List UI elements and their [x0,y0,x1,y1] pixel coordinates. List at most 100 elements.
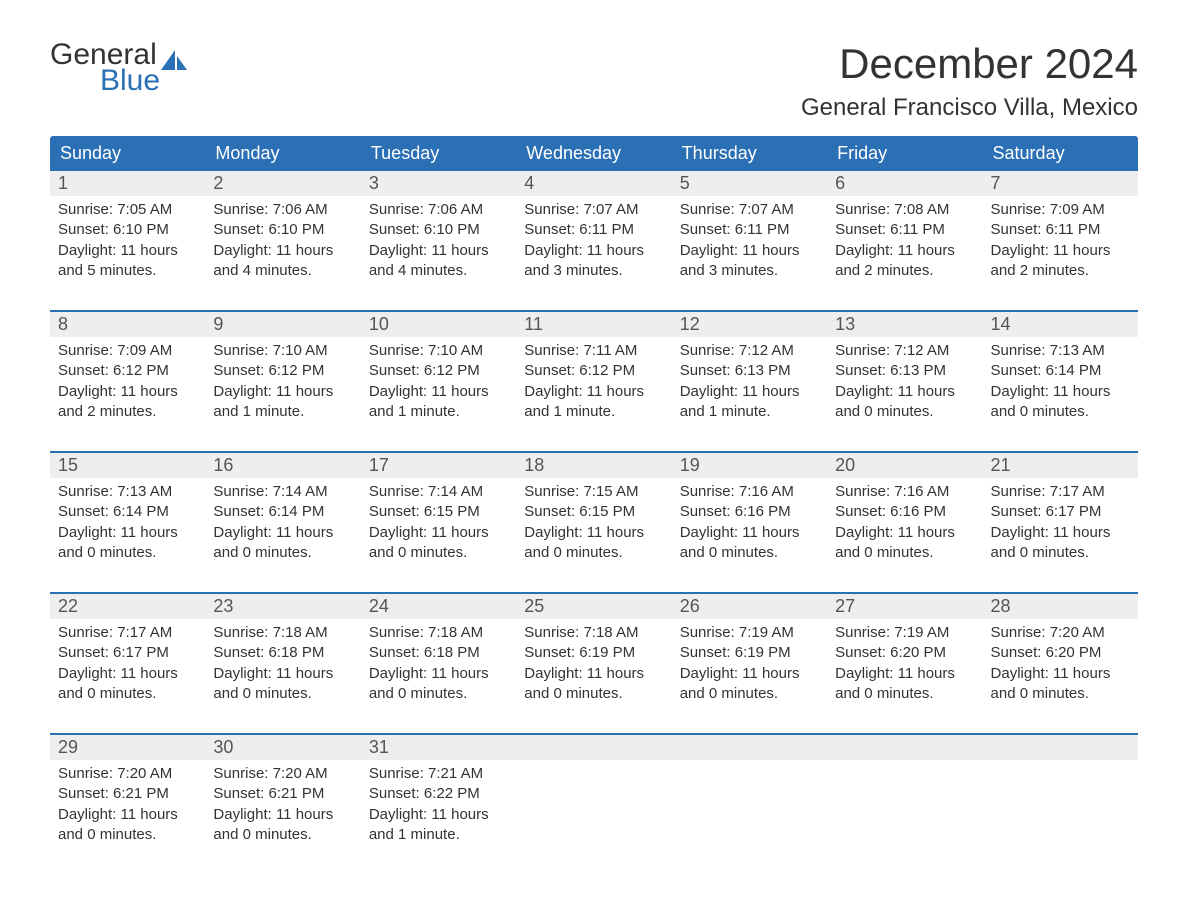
daybody-row: Sunrise: 7:13 AMSunset: 6:14 PMDaylight:… [50,478,1138,576]
day-cell: Sunrise: 7:19 AMSunset: 6:20 PMDaylight:… [827,619,982,717]
day-number: 11 [516,312,671,337]
daylight-line2: and 1 minute. [369,825,508,845]
sunset-text: Sunset: 6:15 PM [524,502,663,522]
sunset-text: Sunset: 6:16 PM [835,502,974,522]
day-cell: Sunrise: 7:12 AMSunset: 6:13 PMDaylight:… [672,337,827,435]
day-cell: Sunrise: 7:12 AMSunset: 6:13 PMDaylight:… [827,337,982,435]
sunrise-text: Sunrise: 7:09 AM [991,200,1130,220]
sunset-text: Sunset: 6:14 PM [213,502,352,522]
day-cell: Sunrise: 7:17 AMSunset: 6:17 PMDaylight:… [50,619,205,717]
daylight-line1: Daylight: 11 hours [213,805,352,825]
page-title: December 2024 [801,40,1138,88]
daylight-line2: and 0 minutes. [58,543,197,563]
sunrise-text: Sunrise: 7:15 AM [524,482,663,502]
calendar-week: 15161718192021Sunrise: 7:13 AMSunset: 6:… [50,451,1138,576]
day-number: 22 [50,594,205,619]
sunrise-text: Sunrise: 7:10 AM [369,341,508,361]
daylight-line1: Daylight: 11 hours [213,523,352,543]
daylight-line1: Daylight: 11 hours [369,382,508,402]
header: General Blue December 2024 General Franc… [50,40,1138,122]
sunset-text: Sunset: 6:16 PM [680,502,819,522]
sunset-text: Sunset: 6:12 PM [213,361,352,381]
daylight-line2: and 2 minutes. [58,402,197,422]
sunset-text: Sunset: 6:12 PM [58,361,197,381]
daylight-line2: and 0 minutes. [213,825,352,845]
sunrise-text: Sunrise: 7:18 AM [213,623,352,643]
sunrise-text: Sunrise: 7:14 AM [369,482,508,502]
calendar-header-cell: Friday [827,136,982,171]
calendar-header-cell: Monday [205,136,360,171]
sunset-text: Sunset: 6:11 PM [524,220,663,240]
sunset-text: Sunset: 6:20 PM [991,643,1130,663]
daylight-line1: Daylight: 11 hours [835,664,974,684]
daylight-line1: Daylight: 11 hours [58,805,197,825]
day-number [827,735,982,760]
sunrise-text: Sunrise: 7:13 AM [991,341,1130,361]
day-number: 2 [205,171,360,196]
day-number: 28 [983,594,1138,619]
sunset-text: Sunset: 6:20 PM [835,643,974,663]
daylight-line1: Daylight: 11 hours [369,805,508,825]
sunrise-text: Sunrise: 7:19 AM [835,623,974,643]
day-cell: Sunrise: 7:15 AMSunset: 6:15 PMDaylight:… [516,478,671,576]
sunrise-text: Sunrise: 7:14 AM [213,482,352,502]
daylight-line2: and 2 minutes. [835,261,974,281]
sunset-text: Sunset: 6:10 PM [58,220,197,240]
daylight-line1: Daylight: 11 hours [58,523,197,543]
daylight-line1: Daylight: 11 hours [835,382,974,402]
sunset-text: Sunset: 6:14 PM [58,502,197,522]
day-number: 30 [205,735,360,760]
daylight-line2: and 0 minutes. [991,684,1130,704]
sunset-text: Sunset: 6:17 PM [991,502,1130,522]
daylight-line1: Daylight: 11 hours [524,382,663,402]
day-number [983,735,1138,760]
daylight-line2: and 4 minutes. [369,261,508,281]
day-cell: Sunrise: 7:07 AMSunset: 6:11 PMDaylight:… [516,196,671,294]
day-cell: Sunrise: 7:05 AMSunset: 6:10 PMDaylight:… [50,196,205,294]
sunset-text: Sunset: 6:11 PM [680,220,819,240]
day-cell: Sunrise: 7:14 AMSunset: 6:14 PMDaylight:… [205,478,360,576]
daylight-line1: Daylight: 11 hours [524,241,663,261]
sunrise-text: Sunrise: 7:05 AM [58,200,197,220]
daybody-row: Sunrise: 7:09 AMSunset: 6:12 PMDaylight:… [50,337,1138,435]
day-cell: Sunrise: 7:19 AMSunset: 6:19 PMDaylight:… [672,619,827,717]
daylight-line2: and 0 minutes. [991,402,1130,422]
day-cell: Sunrise: 7:18 AMSunset: 6:18 PMDaylight:… [205,619,360,717]
calendar-week: 1234567Sunrise: 7:05 AMSunset: 6:10 PMDa… [50,171,1138,294]
sunset-text: Sunset: 6:11 PM [835,220,974,240]
sunrise-text: Sunrise: 7:07 AM [524,200,663,220]
calendar-header-cell: Tuesday [361,136,516,171]
day-number: 24 [361,594,516,619]
daylight-line1: Daylight: 11 hours [835,523,974,543]
daylight-line1: Daylight: 11 hours [680,382,819,402]
day-cell: Sunrise: 7:16 AMSunset: 6:16 PMDaylight:… [827,478,982,576]
daylight-line2: and 0 minutes. [213,543,352,563]
daylight-line1: Daylight: 11 hours [524,523,663,543]
daylight-line2: and 0 minutes. [680,684,819,704]
day-number: 3 [361,171,516,196]
sunset-text: Sunset: 6:22 PM [369,784,508,804]
daynum-row: 293031 [50,735,1138,760]
sunrise-text: Sunrise: 7:07 AM [680,200,819,220]
day-number: 10 [361,312,516,337]
day-number: 8 [50,312,205,337]
day-number [516,735,671,760]
daylight-line2: and 4 minutes. [213,261,352,281]
sunset-text: Sunset: 6:12 PM [369,361,508,381]
day-cell: Sunrise: 7:13 AMSunset: 6:14 PMDaylight:… [50,478,205,576]
daylight-line1: Daylight: 11 hours [58,382,197,402]
sunrise-text: Sunrise: 7:12 AM [835,341,974,361]
day-cell: Sunrise: 7:20 AMSunset: 6:21 PMDaylight:… [50,760,205,858]
sunrise-text: Sunrise: 7:20 AM [991,623,1130,643]
day-number: 26 [672,594,827,619]
daylight-line2: and 0 minutes. [524,543,663,563]
sunrise-text: Sunrise: 7:08 AM [835,200,974,220]
daylight-line1: Daylight: 11 hours [991,241,1130,261]
daylight-line1: Daylight: 11 hours [369,241,508,261]
daylight-line1: Daylight: 11 hours [680,241,819,261]
page-subtitle: General Francisco Villa, Mexico [801,94,1138,122]
day-number: 12 [672,312,827,337]
sunrise-text: Sunrise: 7:10 AM [213,341,352,361]
day-cell: Sunrise: 7:09 AMSunset: 6:11 PMDaylight:… [983,196,1138,294]
daylight-line1: Daylight: 11 hours [213,382,352,402]
